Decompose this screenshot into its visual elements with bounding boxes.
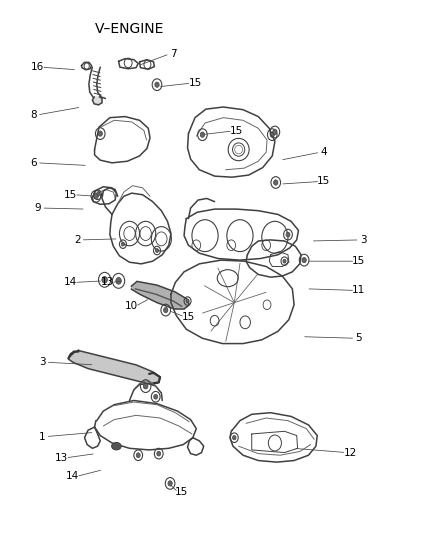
Polygon shape xyxy=(68,351,160,384)
Text: 15: 15 xyxy=(352,256,365,266)
Text: 2: 2 xyxy=(74,235,81,245)
Text: 15: 15 xyxy=(230,126,243,136)
Text: 15: 15 xyxy=(188,78,201,88)
Ellipse shape xyxy=(112,442,121,450)
Circle shape xyxy=(98,131,102,136)
Circle shape xyxy=(286,232,290,237)
Text: 16: 16 xyxy=(31,62,44,72)
Circle shape xyxy=(157,451,161,456)
Circle shape xyxy=(283,259,286,263)
Circle shape xyxy=(163,308,168,313)
Text: 8: 8 xyxy=(30,110,37,120)
Circle shape xyxy=(302,257,306,263)
Text: 12: 12 xyxy=(343,448,357,457)
Circle shape xyxy=(155,248,159,253)
Text: 13: 13 xyxy=(101,278,114,287)
Circle shape xyxy=(154,394,158,399)
Text: 14: 14 xyxy=(66,472,79,481)
Text: 3: 3 xyxy=(39,357,46,367)
Text: 15: 15 xyxy=(182,312,195,322)
Polygon shape xyxy=(131,281,189,309)
Text: V–ENGINE: V–ENGINE xyxy=(95,22,164,36)
Text: 15: 15 xyxy=(317,176,330,187)
Circle shape xyxy=(155,82,159,87)
Text: 15: 15 xyxy=(64,190,77,200)
Circle shape xyxy=(273,130,277,135)
Text: 11: 11 xyxy=(352,286,365,295)
Circle shape xyxy=(116,278,121,284)
Text: 15: 15 xyxy=(175,488,188,497)
Text: 4: 4 xyxy=(321,147,327,157)
Circle shape xyxy=(200,132,205,138)
Text: 6: 6 xyxy=(30,158,37,168)
Text: 1: 1 xyxy=(39,432,46,442)
Circle shape xyxy=(121,243,124,246)
Circle shape xyxy=(143,383,148,389)
Text: 10: 10 xyxy=(125,301,138,311)
Circle shape xyxy=(168,481,172,486)
Circle shape xyxy=(94,193,98,199)
Circle shape xyxy=(102,277,107,283)
Text: 5: 5 xyxy=(355,333,362,343)
Circle shape xyxy=(136,453,140,458)
Circle shape xyxy=(96,192,99,197)
Text: 7: 7 xyxy=(170,49,177,59)
Circle shape xyxy=(186,299,189,303)
Text: 9: 9 xyxy=(35,203,41,213)
Polygon shape xyxy=(92,96,102,105)
Text: 14: 14 xyxy=(64,278,77,287)
Text: 13: 13 xyxy=(55,453,68,463)
Circle shape xyxy=(274,180,278,185)
Circle shape xyxy=(233,435,236,440)
Text: 3: 3 xyxy=(360,235,367,245)
Circle shape xyxy=(270,132,275,138)
